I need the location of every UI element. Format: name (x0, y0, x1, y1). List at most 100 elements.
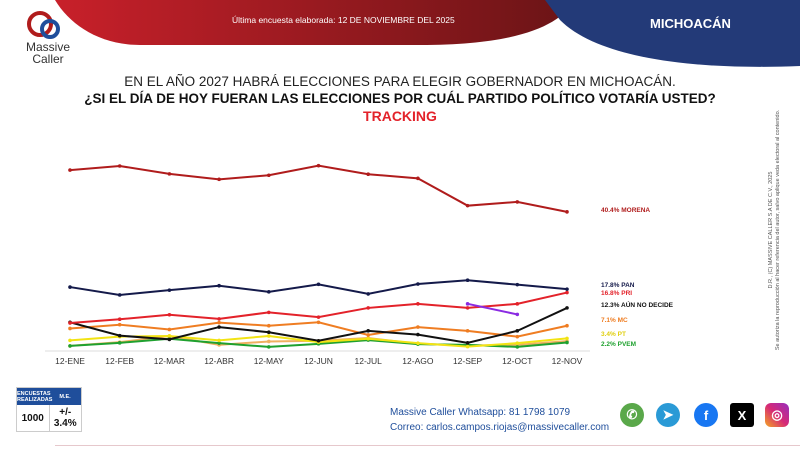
data-point (465, 278, 470, 283)
data-point (515, 341, 520, 345)
data-point (217, 320, 221, 325)
data-point (267, 339, 271, 344)
question-intro: EN EL AÑO 2027 HABRÁ ELECCIONES PARA ELE… (124, 74, 676, 89)
data-point (565, 340, 569, 345)
data-point (565, 323, 569, 328)
logo-text: Massive Caller (25, 40, 70, 66)
data-point (366, 306, 371, 310)
data-point (316, 315, 321, 319)
logo-icon (27, 11, 60, 39)
x-tick-label: 12-AGO (402, 356, 434, 366)
survey-date: Última encuesta elaborada: 12 DE NOVIEMB… (232, 15, 455, 25)
series-label: 7.1% MC (601, 317, 628, 324)
data-point (117, 293, 122, 297)
facebook-icon[interactable]: f (694, 403, 718, 427)
series-label: 17.8% PAN (601, 282, 635, 289)
series-line (467, 302, 518, 316)
data-point (416, 176, 420, 181)
series-label: 12.3% AÚN NO DECIDE (601, 300, 674, 309)
data-point (565, 306, 569, 310)
data-point (565, 336, 569, 341)
x-tick-label: 12-SEP (453, 356, 483, 366)
data-point (366, 336, 371, 341)
series-label: 40.4% MORENA (601, 207, 650, 214)
data-point (515, 312, 520, 317)
data-point (465, 344, 470, 349)
data-point (217, 283, 221, 288)
data-point (117, 317, 122, 322)
survey-stats-table: ENCUESTAS REALIZADAS M.E. 1000 +/- 3.4% (16, 387, 82, 432)
data-point (117, 341, 122, 345)
data-point (267, 345, 271, 349)
data-point (515, 329, 520, 333)
surveys-header: ENCUESTAS REALIZADAS (17, 390, 53, 403)
data-point (366, 292, 371, 296)
data-point (515, 345, 520, 349)
data-point (217, 317, 221, 321)
data-point (465, 329, 470, 333)
series-label: 2.2% PVEM (601, 341, 636, 348)
data-point (267, 323, 271, 328)
data-point (167, 337, 172, 342)
state-name: MICHOACÁN (650, 16, 731, 31)
whatsapp-contact[interactable]: Massive Caller Whatsapp: 81 1798 1079 (390, 407, 571, 418)
whatsapp-icon[interactable]: ✆ (620, 403, 644, 427)
data-point (167, 172, 172, 176)
series-label: 3.4% PT (601, 331, 626, 338)
data-point (416, 341, 420, 345)
data-point (117, 333, 122, 338)
data-point (366, 329, 371, 333)
data-point (167, 312, 172, 317)
data-point (465, 203, 470, 208)
margin-header: M.E. (59, 393, 71, 400)
x-tick-label: 12-JUL (354, 356, 382, 366)
data-point (217, 325, 221, 329)
data-point (167, 288, 172, 292)
email-contact[interactable]: Correo: carlos.campos.riojas@massivecall… (390, 422, 610, 433)
data-point (416, 302, 420, 306)
chart-title: TRACKING (363, 108, 437, 124)
data-point (167, 334, 172, 338)
series-label: 16.8% PRI (601, 290, 632, 297)
data-point (68, 338, 72, 343)
series-line-morena (69, 164, 568, 213)
data-point (465, 341, 470, 345)
data-point (416, 282, 420, 286)
tracking-chart: 12-ENE 12-FEB 12-MAR 12-ABR 12-MAY 12-JUN 12-J… (45, 163, 674, 366)
surveys-value: 1000 (21, 412, 44, 424)
data-point (515, 282, 520, 287)
data-point (217, 338, 221, 343)
x-tick-label: 12-NOV (552, 356, 583, 366)
data-point (267, 334, 271, 338)
instagram-icon[interactable]: ◎ (765, 403, 789, 427)
data-point (565, 290, 569, 295)
x-tick-label: 12-JUN (304, 356, 333, 366)
telegram-icon[interactable]: ➤ (656, 403, 680, 427)
data-point (117, 322, 122, 327)
x-tick-label: 12-ABR (204, 356, 234, 366)
x-tick-label: 12-MAY (254, 356, 284, 366)
x-tick-label: 12-ENE (55, 356, 85, 366)
data-point (68, 168, 72, 172)
data-point (117, 164, 122, 168)
data-point (267, 290, 271, 294)
contact-info: Massive Caller Whatsapp: 81 1798 1079 Co… (390, 405, 609, 435)
data-point (217, 177, 221, 182)
data-point (366, 172, 371, 177)
data-point (465, 302, 470, 306)
data-point (267, 310, 271, 315)
series-line-pan (69, 279, 568, 296)
data-point (565, 287, 569, 291)
data-point (316, 282, 321, 287)
data-point (167, 327, 172, 332)
data-point (267, 173, 271, 178)
data-point (465, 306, 470, 310)
x-icon[interactable]: X (730, 403, 754, 427)
data-point (515, 334, 520, 339)
data-point (267, 330, 271, 335)
data-point (68, 285, 72, 289)
data-point (68, 326, 72, 331)
data-point (366, 333, 371, 337)
data-point (217, 341, 221, 345)
header-banner (27, 0, 800, 67)
